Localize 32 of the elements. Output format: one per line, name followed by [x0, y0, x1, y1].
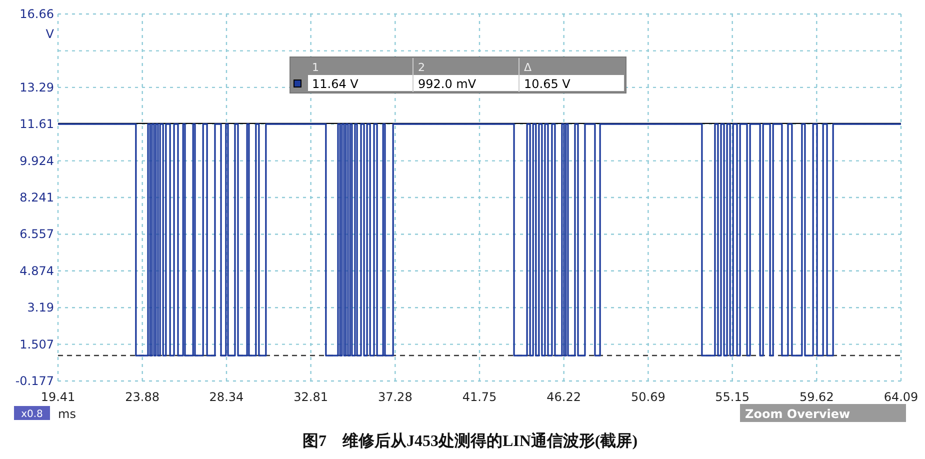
x-tick-label: 37.28: [378, 390, 412, 404]
text: 图7 维修后从J453处测得的LIN通信波形(截屏): [302, 432, 638, 450]
y-tick-label: 16.66: [20, 7, 54, 21]
text: x0.8: [21, 409, 43, 420]
y-tick-label: 3.19: [27, 300, 54, 315]
y-tick-label: 9.924: [20, 154, 54, 168]
x-tick-label: 46.22: [546, 390, 582, 404]
y-tick-label: 8.241: [20, 190, 54, 205]
x-tick-label: 59.62: [799, 390, 834, 404]
y-tick-label: 1.507: [20, 337, 54, 352]
annotation: 992.0 mV: [418, 77, 477, 91]
y-tick-label: 6.557: [20, 227, 54, 242]
x-tick-label: 50.69: [630, 390, 666, 404]
annotation: 2: [418, 61, 425, 74]
x-tick-label: 19.41: [40, 390, 76, 404]
y-tick-label: 11.61: [20, 117, 54, 132]
annotation: 11.64 V: [312, 77, 360, 91]
annotation: Δ: [524, 61, 532, 74]
x-tick-label: 41.75: [462, 390, 497, 404]
text: Zoom Overview: [745, 407, 850, 421]
x-tick-label: 23.88: [125, 390, 160, 404]
x-tick-label: 32.81: [294, 390, 328, 404]
y-tick-label: 4.874: [20, 264, 54, 278]
x-axis-title: ms: [58, 407, 76, 421]
annotation: 1: [312, 61, 319, 74]
x-tick-label: 28.34: [209, 390, 244, 404]
x-tick-label: 64.09: [884, 390, 918, 404]
annotation: 10.65 V: [524, 77, 572, 91]
y-tick-label: -0.177: [15, 374, 54, 388]
y-axis-title: V: [46, 27, 55, 41]
y-tick-label: 13.29: [20, 80, 54, 94]
x-tick-label: 55.15: [715, 390, 750, 404]
